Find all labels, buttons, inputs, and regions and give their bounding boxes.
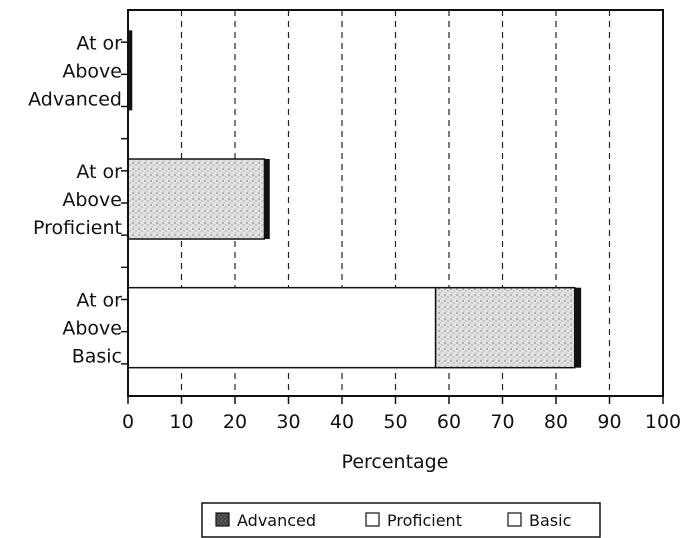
bars-layer: [127, 30, 582, 369]
bar-advanced: [128, 30, 133, 111]
x-tick-label: 0: [122, 411, 134, 433]
legend-swatch-basic: [507, 512, 522, 527]
category-label: At or: [76, 290, 122, 312]
x-tick-label: 20: [223, 411, 247, 433]
x-tick-label: 40: [330, 411, 354, 433]
legend-swatch-advanced: [215, 512, 230, 527]
legend-entries: Advanced Proficient Basic: [215, 511, 571, 530]
legend-label-basic: Basic: [529, 511, 571, 530]
x-axis-title: Percentage: [342, 451, 449, 473]
category-label: At or: [76, 32, 122, 54]
x-tick-label: 90: [597, 411, 621, 433]
category-label: At or: [76, 161, 122, 183]
category-label: Proficient: [33, 217, 122, 239]
x-tick-label: 70: [490, 411, 514, 433]
legend-swatch-proficient: [365, 512, 380, 527]
x-tick-label: 60: [437, 411, 461, 433]
category-label: Above: [62, 189, 122, 211]
ticks-layer: 0 10 20 30 40 50 60 70 80 90 100: [121, 41, 681, 433]
bar-proficient: [434, 286, 576, 369]
legend: Advanced Proficient Basic: [201, 502, 601, 538]
category-label: Above: [62, 60, 122, 82]
bar-proficient: [127, 158, 266, 240]
bar-advanced: [574, 287, 582, 368]
x-tick-label: 100: [645, 411, 681, 433]
x-tick-label: 80: [544, 411, 568, 433]
x-tick-label: 10: [169, 411, 193, 433]
legend-label-proficient: Proficient: [387, 511, 462, 530]
legend-label-advanced: Advanced: [237, 511, 316, 530]
x-tick-label: 50: [383, 411, 407, 433]
bar-basic: [127, 286, 437, 369]
legend-box: [201, 502, 601, 538]
category-label: Basic: [72, 346, 122, 368]
category-label: Above: [62, 318, 122, 340]
category-label: Advanced: [28, 88, 122, 110]
x-tick-label: 30: [276, 411, 300, 433]
bar-advanced: [264, 159, 270, 239]
category-labels: At or Above Advanced At or Above Proficient At…: [28, 32, 122, 367]
